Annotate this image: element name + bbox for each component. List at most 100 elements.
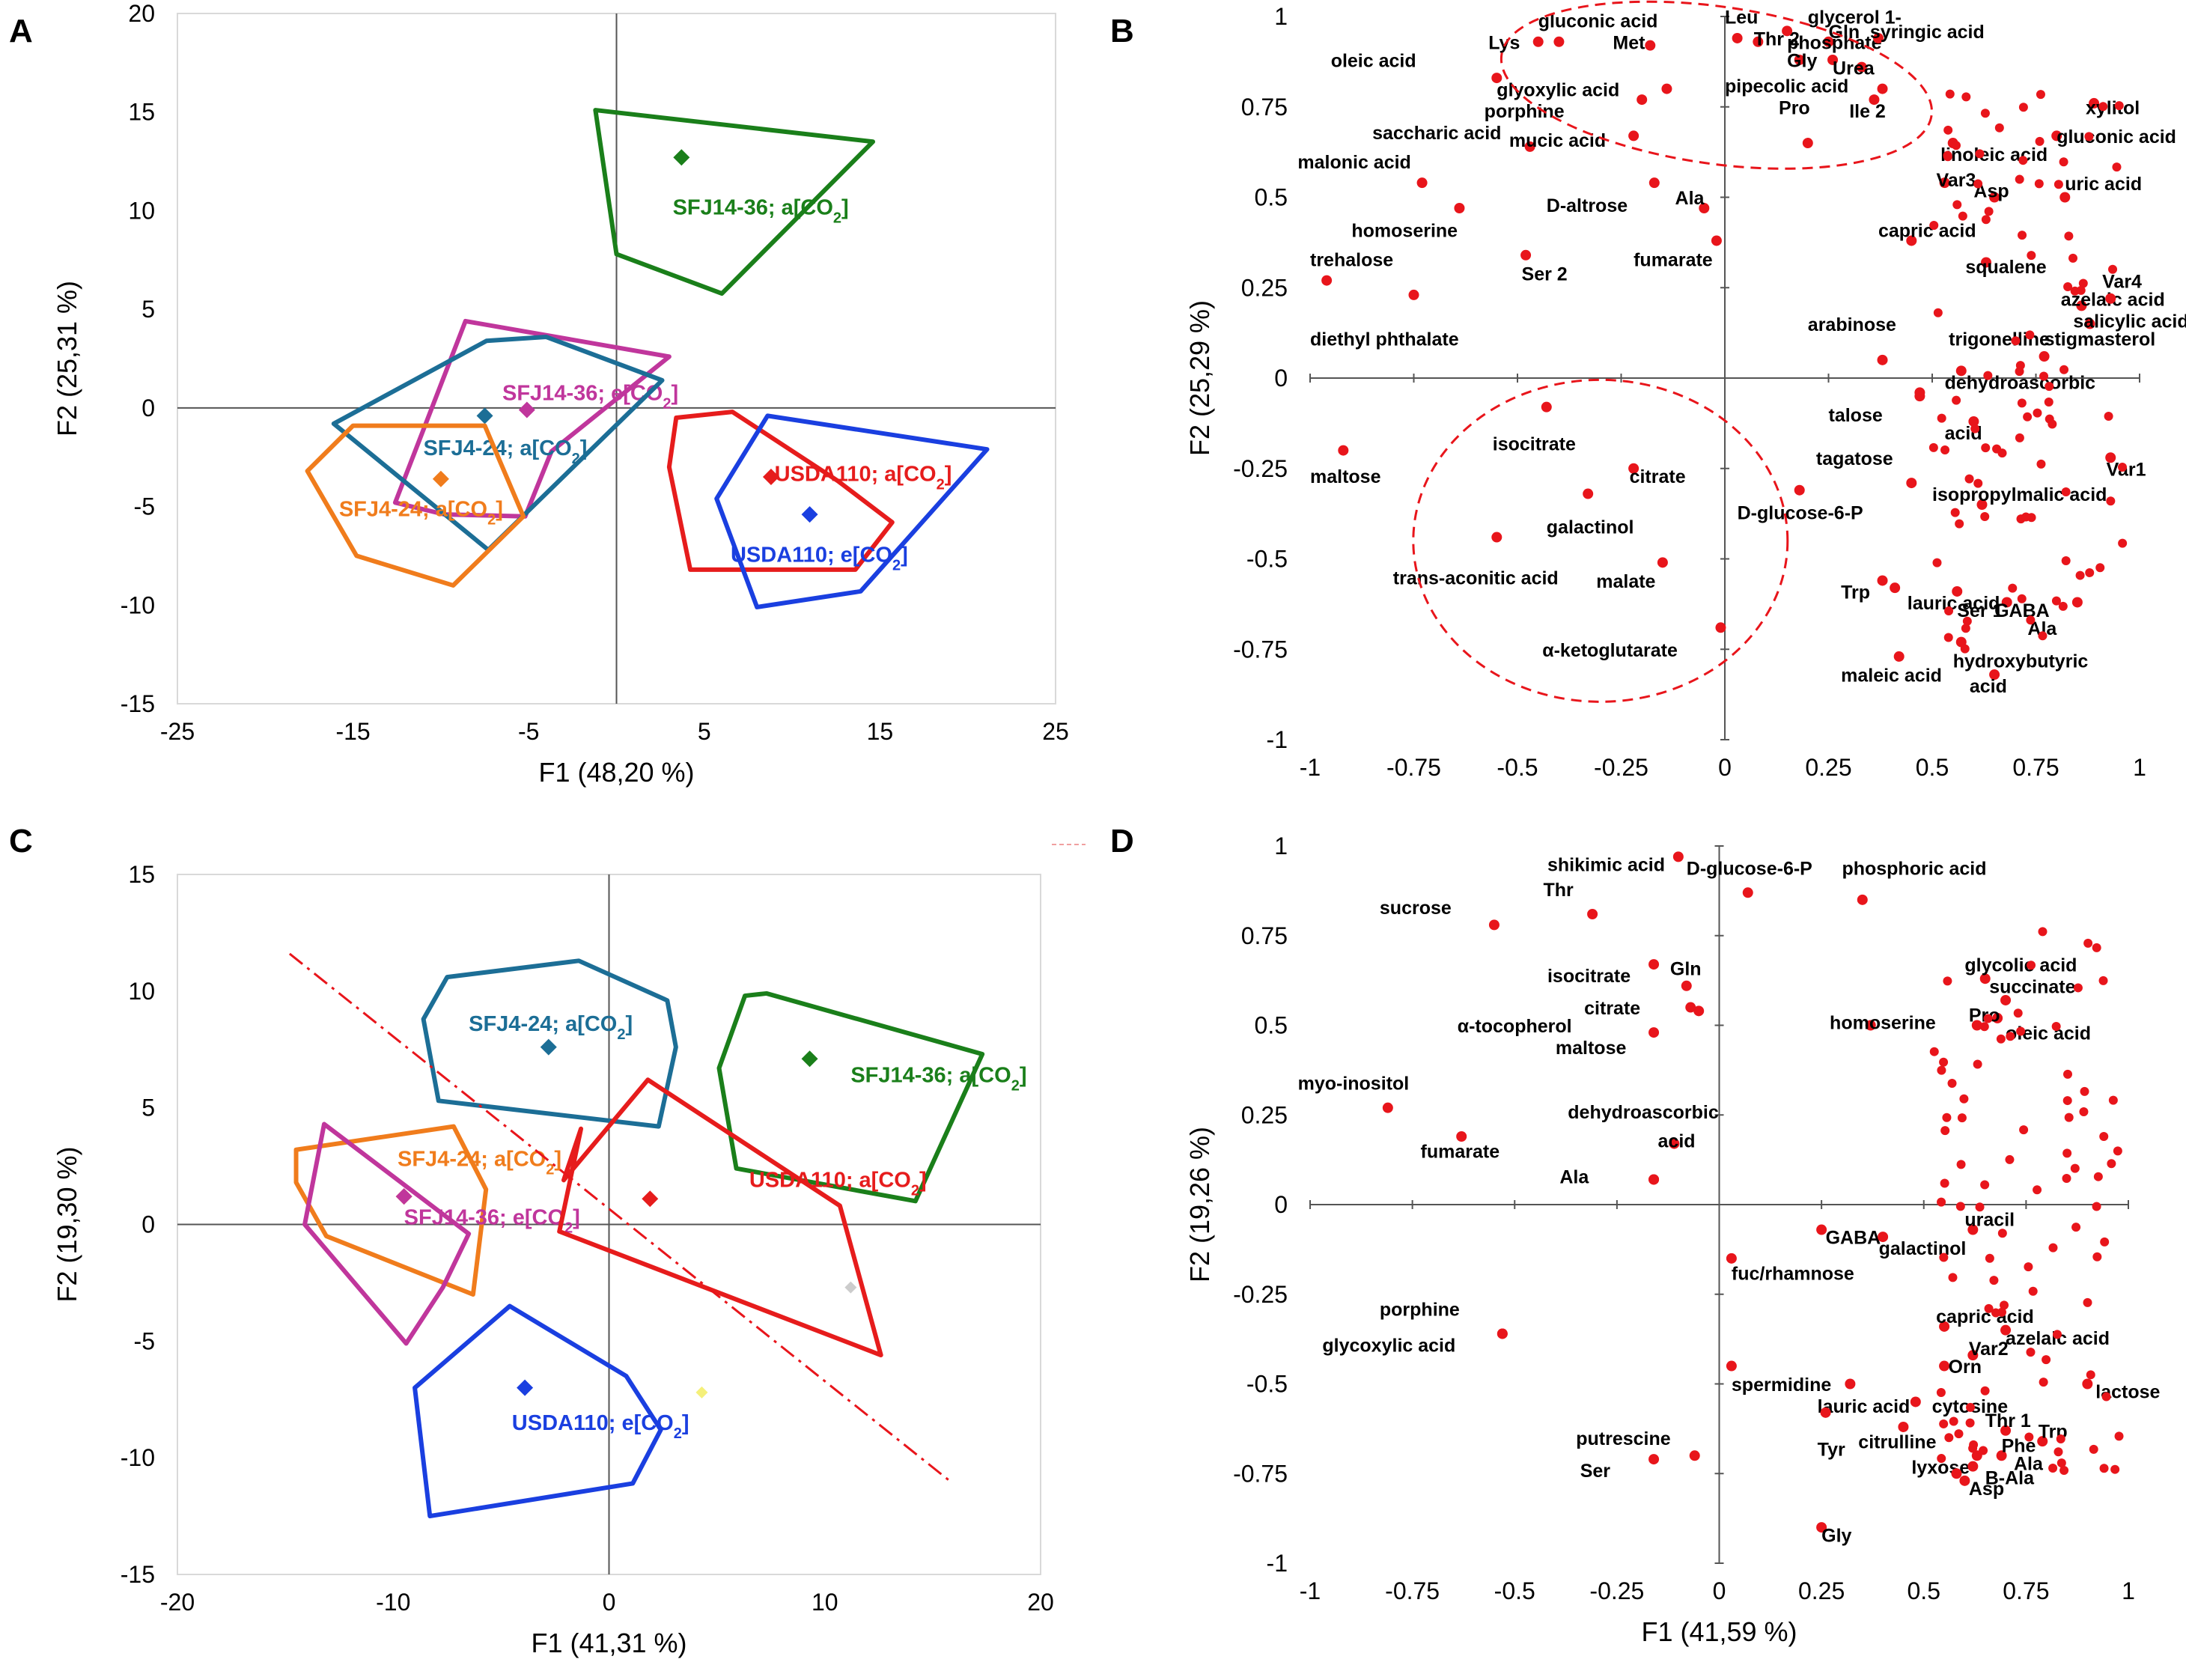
variable-label: Gly [1787, 51, 1817, 72]
variable-label: Ile 2 [1849, 101, 1886, 122]
variable-point [1742, 887, 1753, 898]
x-tick-label: -0.25 [1589, 1577, 1644, 1604]
cluster-point [1944, 606, 1954, 616]
variable-point [1753, 36, 1764, 47]
variable-label: Ser [1580, 1461, 1611, 1482]
variable-point [1645, 40, 1656, 51]
variable-point [2001, 597, 2012, 608]
cluster-point [1929, 221, 1939, 231]
y-tick-label: -10 [121, 591, 155, 618]
cluster-point [1981, 443, 1991, 453]
cluster-point [2056, 1458, 2066, 1468]
cluster-point [2108, 1095, 2118, 1105]
variable-label: phosphate [1787, 32, 1881, 53]
variable-label: trehalose [1310, 249, 1393, 270]
cluster-point [2008, 583, 2018, 593]
variable-point [1898, 1421, 1909, 1432]
variable-point [1711, 235, 1722, 246]
cluster-point [2017, 594, 2027, 603]
variable-point [1996, 1450, 2007, 1461]
x-axis-label: F1 (41,31 %) [531, 1628, 686, 1658]
y-tick-label: 0.25 [1241, 1101, 1288, 1128]
group-label: SFJ14-36; a[CO2] [850, 1063, 1026, 1094]
cluster-point [2110, 1464, 2120, 1474]
variable-label: uric acid [2065, 174, 2142, 195]
cluster-point [2035, 136, 2045, 146]
cluster-point [2059, 157, 2068, 167]
cluster-point [2092, 1202, 2101, 1211]
variable-point [1491, 532, 1503, 543]
x-tick-label: 0 [1718, 754, 1732, 781]
variable-point [2084, 318, 2095, 329]
x-tick-label: 0.25 [1798, 1577, 1845, 1604]
variable-label: Var1 [2107, 459, 2146, 480]
separator-line [288, 952, 951, 1482]
cluster-point [2026, 615, 2036, 625]
variable-label: Gln [1670, 958, 1702, 979]
cluster-point [2052, 1330, 2062, 1339]
group-label: SFJ4-24; a[CO2] [398, 1148, 561, 1178]
x-tick-label: -15 [335, 718, 370, 745]
y-tick-label: 0.5 [1255, 184, 1288, 211]
variable-label: Tyr [1818, 1439, 1845, 1460]
variable-label: Asp [1969, 1479, 2004, 1500]
cluster-point [2045, 382, 2054, 392]
y-tick-label: -0.75 [1233, 1460, 1288, 1487]
variable-label: tagatose [1816, 448, 1893, 469]
cluster-point [1957, 1113, 1967, 1123]
variable-label: fumarate [1421, 1142, 1500, 1163]
x-axis-label: F1 (48,20 %) [538, 757, 694, 788]
variable-label: Pro [1779, 97, 1810, 118]
cluster-point [1939, 1419, 1949, 1428]
cluster-point [2027, 251, 2036, 261]
group-label: USDA110; a[CO2] [775, 462, 952, 493]
variable-point [1869, 94, 1880, 106]
cluster-point [1973, 1059, 1982, 1069]
variable-point [1672, 851, 1684, 862]
variable-label: Ala [1559, 1166, 1589, 1187]
cluster-point [2061, 487, 2071, 497]
group-centroid [476, 407, 493, 424]
group-label: USDA110; a[CO2] [749, 1169, 927, 1199]
panel-letter: A [9, 13, 33, 49]
variable-label: gluconic acid [1538, 10, 1658, 31]
cluster-point [2048, 1243, 2058, 1253]
cluster-point [2071, 1223, 2081, 1232]
cluster-point [1997, 1229, 2007, 1238]
cluster-point [2018, 103, 2028, 112]
cluster-point [2005, 1154, 2015, 1164]
cluster-point [2039, 371, 2049, 381]
variable-label: Orn [1949, 1357, 1982, 1378]
variable-label: xylitol [2086, 97, 2140, 118]
cluster-point [2100, 1237, 2110, 1247]
cluster-point [2063, 281, 2073, 291]
variable-point [1877, 354, 1888, 365]
cluster-point [2064, 1113, 2074, 1122]
cluster-point [2027, 961, 2036, 970]
cluster-point [2053, 1447, 2063, 1457]
x-tick-label: 0.5 [1908, 1577, 1940, 1604]
cluster-point [2079, 1107, 2089, 1116]
y-tick-label: 0 [1274, 1191, 1288, 1218]
variable-label: squalene [1965, 257, 2046, 278]
variable-label: pipecolic acid [1725, 76, 1848, 97]
cluster-point [1975, 1202, 1985, 1212]
variable-point [1992, 1012, 2003, 1023]
variable-point [1726, 1360, 1737, 1372]
group-label: SFJ14-36; a[CO2] [673, 196, 849, 227]
cluster-point [2019, 1125, 2029, 1135]
variable-point [1524, 141, 1535, 152]
cluster-point [1991, 1308, 2001, 1318]
y-tick-label: 10 [128, 197, 155, 224]
cluster-point [1940, 1126, 1950, 1136]
x-tick-label: -10 [376, 1589, 410, 1616]
variable-label: acid [1970, 676, 2007, 697]
variable-label: talose [1829, 405, 1883, 426]
cluster-point [2024, 1262, 2033, 1272]
y-tick-label: -0.25 [1233, 1281, 1288, 1308]
variable-point [1816, 1522, 1827, 1533]
y-tick-label: 1 [1274, 3, 1288, 30]
variable-point [1321, 275, 1333, 286]
cluster-point [1973, 478, 1983, 488]
variable-point [1338, 445, 1349, 456]
